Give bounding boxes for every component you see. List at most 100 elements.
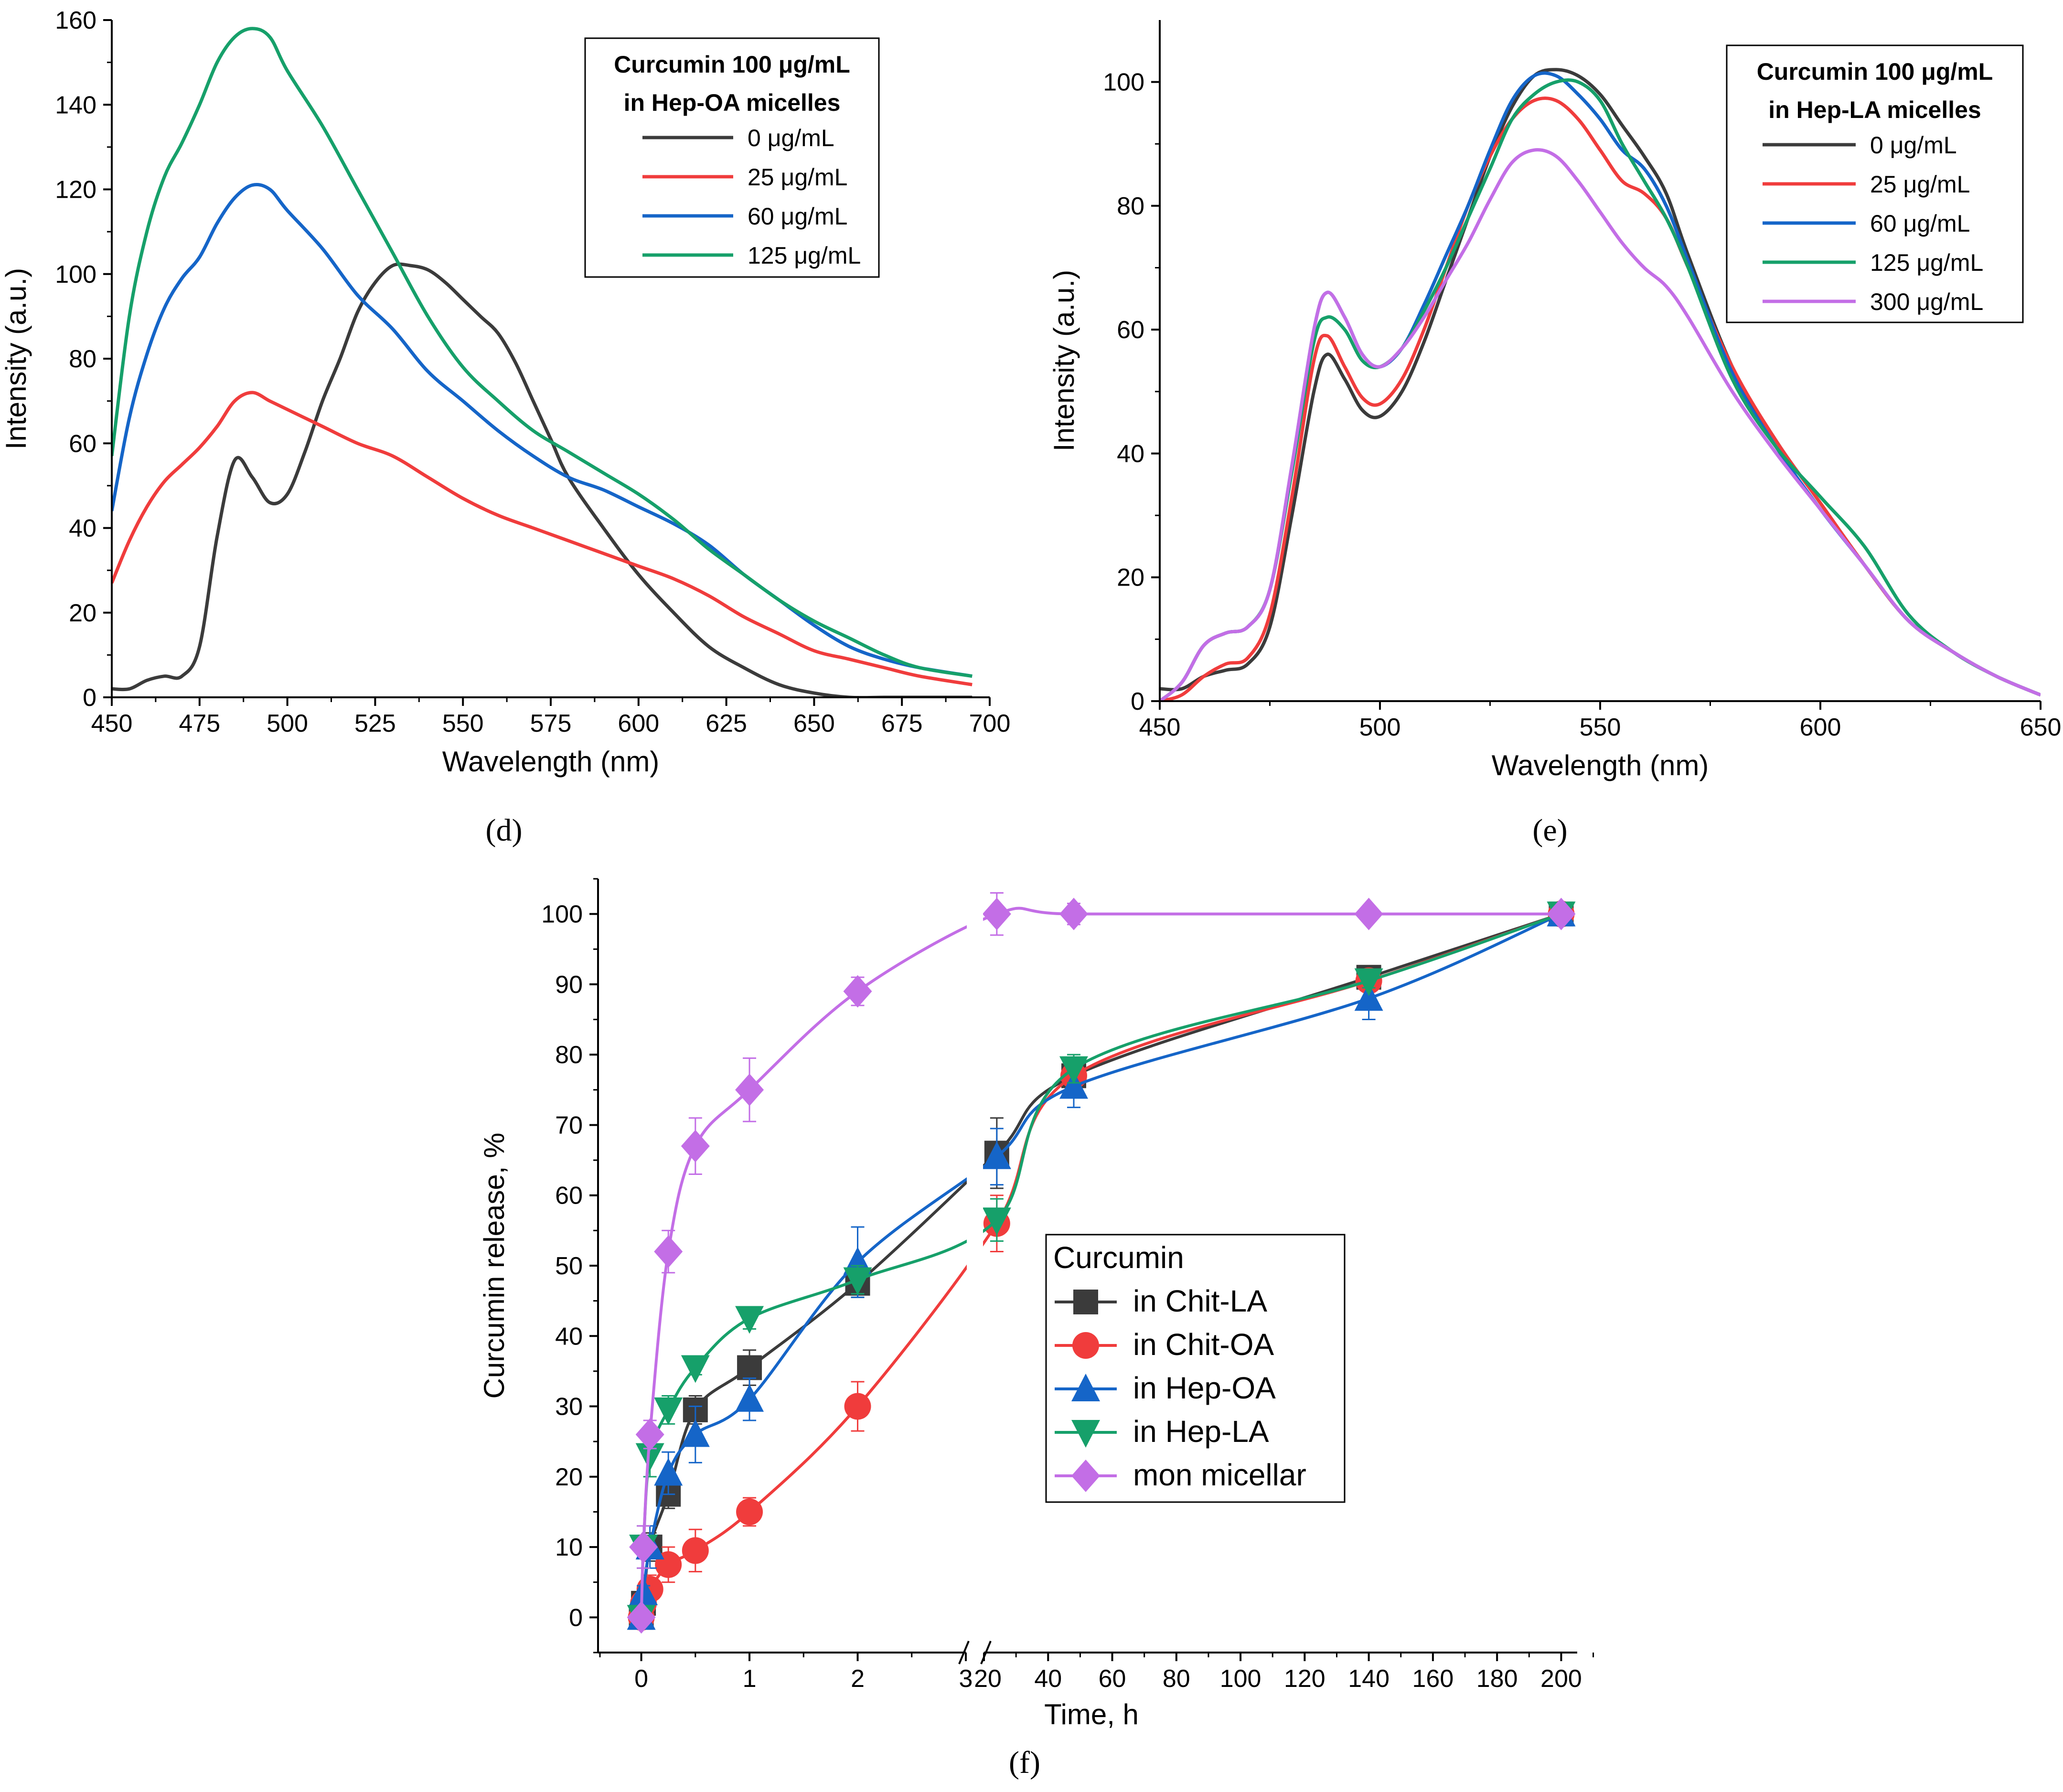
panel-label: (e) [1532,813,1567,848]
x-tick-label: 40 [1034,1665,1062,1693]
legend-entry-label: 0 μg/mL [1870,132,1957,159]
x-tick-label: 550 [442,710,484,737]
y-tick-label: 40 [555,1323,583,1350]
y-tick-label: 60 [555,1182,583,1210]
legend-title: Curcumin 100 μg/mL [614,51,850,78]
y-tick-label: 60 [1117,316,1144,344]
data-marker-triangle-up [654,1458,683,1486]
data-marker-triangle-down [1059,1056,1088,1084]
y-tick-label: 30 [555,1393,583,1421]
y-axis-label: Curcumin release, % [478,1133,510,1399]
x-tick-label: 20 [974,1665,1002,1693]
legend-frame [584,37,880,278]
x-tick-label: 180 [1476,1665,1518,1693]
data-marker-circle [844,1393,871,1420]
y-tick-label: 90 [555,971,583,999]
y-tick-label: 80 [69,345,96,373]
data-marker-diamond [982,897,1011,930]
legend-title: in Hep-LA micelles [1768,96,1981,123]
series-fit-line [640,912,1562,1618]
legend-title: Curcumin 100 μg/mL [1757,58,1993,85]
data-marker-diamond [1059,897,1088,930]
panel-label: (f) [1009,1745,1040,1780]
x-tick-label: 120 [1284,1665,1325,1693]
data-marker-triangle-up [1071,1374,1100,1401]
y-tick-label: 70 [555,1111,583,1139]
data-marker-diamond [1547,897,1576,930]
data-marker-triangle-down [1354,968,1383,996]
x-tick-label: 700 [969,710,1011,737]
data-marker-square [737,1355,762,1380]
x-tick-label: 475 [179,710,220,737]
x-tick-label: 200 [1540,1665,1582,1693]
y-axis-label: Intensity (a.u.) [0,268,32,449]
data-marker-diamond [843,975,872,1008]
data-marker-circle [736,1498,763,1525]
x-tick-label: 575 [530,710,572,737]
data-marker-circle [682,1537,709,1564]
data-marker-diamond [629,1531,658,1564]
legend-entry-label: in Chit-LA [1133,1284,1267,1318]
x-tick-label: 650 [2020,714,2062,741]
y-tick-label: 20 [69,599,96,627]
x-tick-label: 3 [959,1665,973,1693]
x-tick-label: 2 [851,1665,865,1693]
axis-break-mask [967,879,983,1651]
data-marker-triangle-down [1071,1420,1100,1448]
series-4 [627,892,1576,1634]
data-marker-diamond [681,1130,710,1163]
chart-e: 450 500 550 600 650 0 20 40 60 80 100 Wavelength (n… [1048,20,2061,848]
legend-entry-label: 125 μg/mL [1870,249,1983,276]
series-line-1 [112,391,973,686]
y-tick-label: 0 [569,1604,583,1632]
data-marker-triangle-down [654,1397,683,1425]
y-tick-label: 50 [555,1252,583,1280]
legend-entry-label: 0 μg/mL [748,125,834,151]
x-tick-label: 550 [1580,714,1621,741]
x-tick-label: 1 [743,1665,757,1693]
series-line-4 [1160,148,2041,701]
data-marker-square [1073,1290,1098,1314]
x-tick-label: 450 [1139,714,1181,741]
data-marker-triangle-up [681,1419,710,1447]
legend-entry-label: in Hep-LA [1133,1414,1269,1449]
y-tick-label: 80 [555,1041,583,1069]
y-tick-label: 160 [55,7,96,34]
axis-break-mark [980,1641,992,1664]
y-tick-label: 40 [1117,440,1144,468]
y-tick-label: 100 [55,261,96,288]
legend-frame [1045,1234,1346,1503]
y-tick-label: 0 [1131,688,1144,715]
y-tick-label: 80 [1117,192,1144,220]
data-marker-diamond [735,1073,764,1106]
y-tick-label: 20 [1117,564,1144,592]
legend-entry-label: 300 μg/mL [1870,288,1983,315]
x-tick-label: 160 [1412,1665,1454,1693]
axis-break-mark [958,1641,970,1664]
data-marker-triangle-up [982,1141,1011,1169]
legend-title: Curcumin [1053,1240,1184,1275]
x-axis-label: Wavelength (nm) [442,746,660,778]
y-tick-label: 10 [555,1534,583,1561]
data-marker-diamond [635,1418,664,1451]
data-marker-diamond [654,1235,683,1268]
y-tick-label: 140 [55,91,96,119]
x-tick-label: 675 [881,710,923,737]
x-tick-label: 525 [354,710,396,737]
x-tick-label: 0 [634,1665,648,1693]
series-line-3 [112,27,973,678]
x-tick-label: 625 [705,710,747,737]
y-tick-label: 100 [541,901,583,928]
data-marker-triangle-up [1354,983,1383,1011]
data-marker-triangle-up [1059,1071,1088,1099]
legend-entry-label: 60 μg/mL [1870,210,1970,237]
data-marker-triangle-down [635,1443,664,1471]
x-tick-label: 140 [1348,1665,1390,1693]
panel-label: (d) [486,813,523,848]
x-tick-label: 600 [618,710,659,737]
x-tick-label: 500 [1359,714,1401,741]
y-tick-label: 60 [69,430,96,458]
legend: Curcumin in Chit-LA in Chit-OA in Hep-OA in … [1045,1234,1346,1503]
legend-title: in Hep-OA micelles [624,89,841,116]
